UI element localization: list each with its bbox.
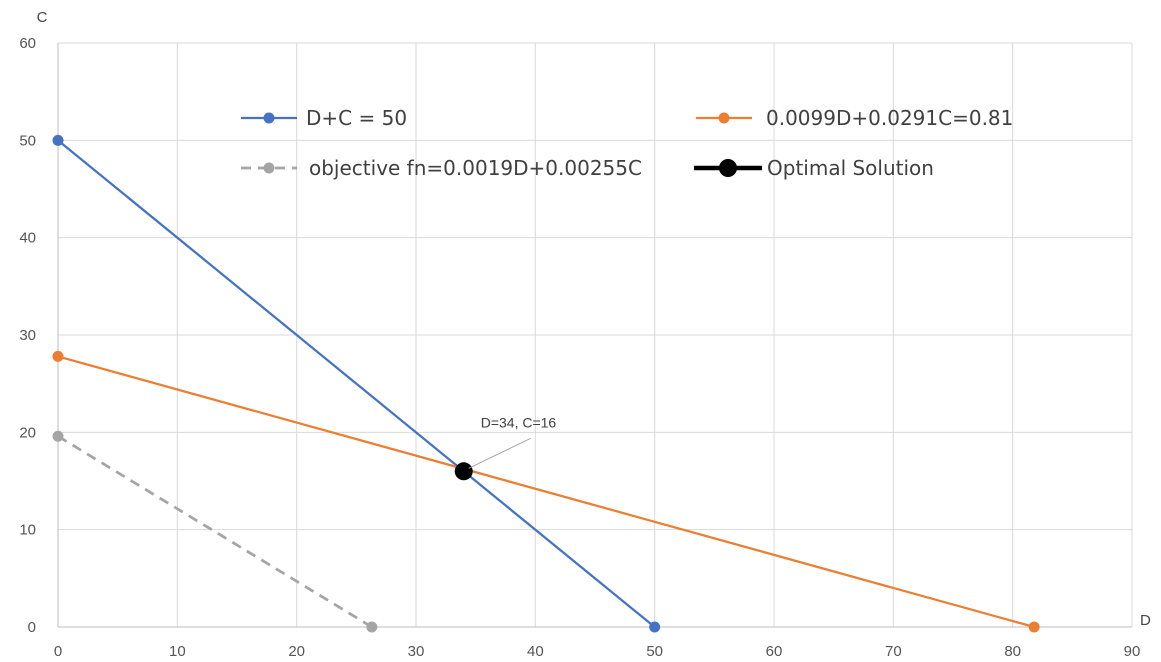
series-0 — [52, 134, 661, 633]
legend-item: D+C = 50 — [241, 106, 407, 130]
annotation-label: D=34, C=16 — [481, 414, 557, 430]
series-3 — [454, 462, 473, 481]
x-axis-title: D — [1140, 612, 1151, 629]
x-tick-label: 10 — [169, 643, 186, 660]
x-tick-label: 50 — [646, 643, 663, 660]
legend-label: Optimal Solution — [767, 156, 934, 180]
x-tick-label: 30 — [408, 643, 425, 660]
data-point — [52, 350, 64, 362]
legend-swatch-marker — [718, 112, 730, 124]
y-tick-label: 10 — [19, 522, 36, 539]
x-tick-label: 90 — [1124, 643, 1141, 660]
data-point — [52, 430, 64, 442]
data-point — [649, 621, 661, 633]
series-1 — [52, 350, 1040, 633]
y-tick-label: 0 — [28, 619, 36, 636]
y-tick-label: 20 — [19, 424, 36, 441]
legend: D+C = 50 0.0099D+0.0291C=0.81 objective fn… — [241, 106, 1013, 180]
grid — [58, 42, 1133, 627]
y-tick-label: 30 — [19, 327, 36, 344]
series-line — [57, 435, 373, 629]
x-tick-label: 20 — [288, 643, 305, 660]
x-tick-label: 0 — [54, 643, 62, 660]
x-tick-label: 80 — [1004, 643, 1021, 660]
data-point — [366, 621, 378, 633]
legend-swatch-marker — [263, 112, 275, 124]
legend-label: objective fn=0.0019D+0.00255C — [309, 156, 642, 180]
legend-label: D+C = 50 — [306, 106, 407, 130]
legend-swatch-marker — [263, 162, 275, 174]
y-axis-title: C — [37, 9, 48, 26]
y-tick-label: 60 — [19, 35, 36, 52]
legend-swatch-marker — [719, 159, 737, 177]
x-tick-label: 40 — [527, 643, 544, 660]
y-tick-label: 40 — [19, 230, 36, 247]
annotation-layer: D=34, C=16 — [468, 414, 557, 469]
x-tick-label: 60 — [766, 643, 783, 660]
x-tick-label: 70 — [885, 643, 902, 660]
series-2 — [52, 430, 378, 633]
legend-label: 0.0099D+0.0291C=0.81 — [766, 106, 1013, 130]
legend-item: Optimal Solution — [694, 156, 934, 180]
data-point — [1028, 621, 1040, 633]
y-tick-label: 50 — [19, 132, 36, 149]
annotation-leader-line — [468, 437, 531, 469]
legend-item: objective fn=0.0019D+0.00255C — [241, 156, 642, 180]
series-line — [57, 139, 656, 628]
series-layer — [52, 134, 1040, 633]
data-point — [454, 462, 473, 481]
series-line — [57, 355, 1035, 629]
legend-item: 0.0099D+0.0291C=0.81 — [696, 106, 1013, 130]
data-point — [52, 134, 64, 146]
